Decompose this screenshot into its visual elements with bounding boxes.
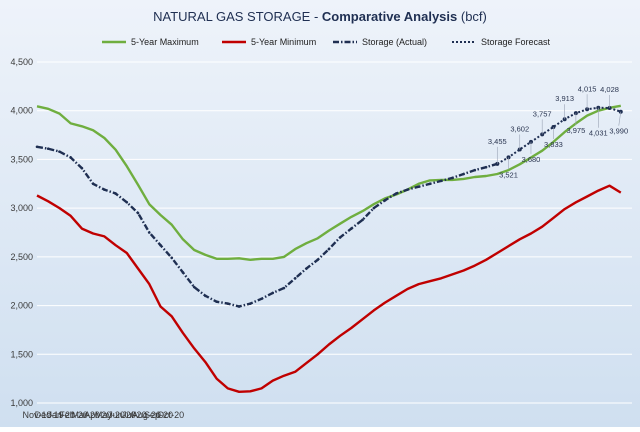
actual-point <box>226 302 230 305</box>
legend: 5-Year Maximum 5-Year Minimum Storage (Act… <box>102 37 551 47</box>
forecast-data-label: 3,455 <box>488 137 507 146</box>
actual-point <box>361 218 364 222</box>
forecast-data-label: 3,833 <box>544 140 563 149</box>
series-group <box>35 104 623 393</box>
actual-point <box>271 291 275 295</box>
forecast-data-label: 3,990 <box>609 127 628 136</box>
series-line-min <box>36 184 622 393</box>
actual-point <box>237 305 241 308</box>
x-tick-label: Nov-19 <box>22 410 51 420</box>
x-tick-label: Jun-20 <box>108 410 136 420</box>
y-tick-label: 1,500 <box>10 349 33 359</box>
actual-point <box>462 172 465 176</box>
legend-label-forecast: Storage Forecast <box>481 37 551 47</box>
actual-point <box>35 145 39 149</box>
actual-point <box>406 188 409 191</box>
actual-point <box>204 294 207 298</box>
actual-point <box>181 271 185 274</box>
actual-point <box>69 156 72 159</box>
legend-label-min: 5-Year Minimum <box>251 37 316 47</box>
actual-point <box>338 236 342 239</box>
y-tick-label: 2,500 <box>10 252 33 262</box>
forecast-data-label: 3,757 <box>533 109 552 118</box>
forecast-data-label: 4,015 <box>578 84 597 93</box>
x-tick-label: May-20 <box>95 410 125 420</box>
actual-point <box>260 297 263 301</box>
chart-title-suffix: (bcf) <box>457 9 487 24</box>
x-axis-ticks: Nov-19Dec-19Jan-20Feb-20Mar-20Apr-20May-… <box>22 410 184 420</box>
series-line-forecast <box>496 106 622 165</box>
actual-point <box>305 267 308 270</box>
actual-point <box>125 200 129 204</box>
y-tick-label: 1,000 <box>10 398 33 408</box>
forecast-label-leader <box>618 111 622 126</box>
chart-title-prefix: NATURAL GAS STORAGE - <box>153 9 322 24</box>
actual-point <box>136 211 140 215</box>
forecast-data-label: 3,602 <box>510 124 529 133</box>
series-line-max <box>36 104 622 261</box>
legend-label-actual: Storage (Actual) <box>362 37 427 47</box>
x-tick-label: Jan-20 <box>48 410 76 420</box>
series-line-actual <box>36 145 498 308</box>
gridlines <box>37 61 632 404</box>
actual-point <box>103 188 106 191</box>
actual-point <box>249 302 252 305</box>
actual-point <box>439 179 443 183</box>
actual-point <box>394 192 398 195</box>
forecast-data-label: 3,975 <box>566 126 585 135</box>
actual-point <box>316 258 319 262</box>
actual-point <box>170 256 174 260</box>
forecast-data-label: 4,028 <box>600 85 619 94</box>
y-tick-label: 4,500 <box>10 57 33 67</box>
x-tick-label: Mar-20 <box>71 410 100 420</box>
x-tick-label: Feb-20 <box>59 410 88 420</box>
actual-point <box>192 285 196 289</box>
forecast-data-label: 3,521 <box>499 170 518 179</box>
x-tick-label: Sep-20 <box>144 410 173 420</box>
actual-point <box>372 206 376 210</box>
actual-point <box>282 286 286 290</box>
y-tick-label: 2,000 <box>10 301 33 311</box>
actual-point <box>473 168 477 172</box>
actual-point <box>58 150 61 153</box>
y-tick-label: 3,000 <box>10 203 33 213</box>
actual-point <box>159 243 162 247</box>
x-tick-label: Jul-20 <box>122 410 147 420</box>
actual-point <box>451 176 454 180</box>
actual-point <box>350 227 353 230</box>
actual-point <box>428 182 432 186</box>
legend-label-max: 5-Year Maximum <box>131 37 199 47</box>
x-tick-label: Aug-20 <box>132 410 161 420</box>
actual-point <box>91 182 95 186</box>
actual-point <box>114 192 117 195</box>
actual-point <box>147 231 151 234</box>
y-tick-label: 4,000 <box>10 106 33 116</box>
actual-point <box>46 147 50 151</box>
actual-point <box>417 185 420 189</box>
forecast-data-label: 3,680 <box>522 155 541 164</box>
actual-point <box>293 276 297 280</box>
actual-point <box>327 247 331 251</box>
x-tick-label: Dec-19 <box>35 410 64 420</box>
x-tick-label: Apr-20 <box>84 410 111 420</box>
actual-point <box>80 166 84 170</box>
actual-point <box>484 165 488 169</box>
forecast-data-label: 3,913 <box>555 94 574 103</box>
forecast-labels: 3,455 3,521 3,602 3,680 3,757 3,833 3,913 3,975… <box>488 84 628 179</box>
actual-point <box>383 199 387 202</box>
y-axis-ticks: 1,000 1,500 2,000 2,500 3,000 3,500 4,000 4,500 <box>10 57 33 408</box>
forecast-data-label: 4,031 <box>589 129 608 138</box>
chart-title: NATURAL GAS STORAGE - Comparative Analys… <box>153 9 487 24</box>
y-tick-label: 3,500 <box>10 154 33 164</box>
actual-point <box>215 300 218 303</box>
chart-title-bold: Comparative Analysis <box>322 9 457 24</box>
x-tick-label: Oct-20 <box>157 410 184 420</box>
